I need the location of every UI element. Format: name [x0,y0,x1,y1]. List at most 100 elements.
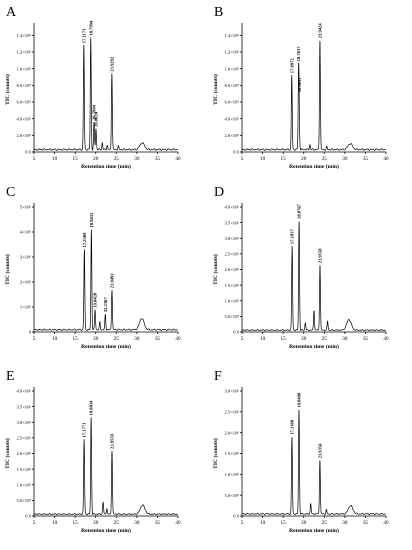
y-tick-label: 4.0×10⁶ [224,205,239,210]
y-tick-label: 3.0×10⁶ [224,389,239,394]
y-tick-label: 0.0 [25,514,31,519]
y-tick-label: 6.0×10⁵ [16,100,31,105]
chromatogram-trace [33,37,179,151]
y-tick-label: 1.0×10⁶ [224,472,239,477]
peak-label: 18.8498 [297,392,302,408]
chromatogram-trace [241,40,387,151]
peak-label: 17.0972 [289,58,294,74]
y-tick-label: 2.5×10⁶ [16,436,31,441]
y-tick-label: 3.0×10⁶ [16,420,31,425]
x-tick-label: 20 [301,520,307,526]
x-axis-title: Retention time (min) [81,527,131,534]
y-tick-label: 5.0×10⁵ [224,314,239,319]
x-tick-label: 40 [175,520,181,526]
x-tick-label: 10 [260,336,266,342]
y-tick-label: 1.4×10⁶ [224,33,239,38]
x-tick-label: 30 [342,156,348,162]
x-tick-label: 5 [241,156,244,162]
x-tick-label: 20 [93,520,99,526]
chromatogram-trace [33,417,179,516]
x-tick-label: 40 [383,520,389,526]
x-tick-label: 5 [241,336,244,342]
x-tick-label: 30 [134,520,140,526]
panel-letter: C [6,185,15,200]
x-tick-label: 20 [93,336,99,342]
peak-label: 19.5904 [92,104,97,120]
x-tick-label: 5 [33,156,36,162]
peak-label: 18.7994 [88,20,93,36]
x-tick-label: 25 [114,336,120,342]
x-tick-label: 40 [175,156,181,162]
y-tick-label: 3.5×10⁶ [16,404,31,409]
y-tick-label: 2.0×10⁶ [16,451,31,456]
chromatogram-trace [33,229,179,331]
peak-label: 18.9432 [89,212,94,228]
peak-label: 22.3367 [103,297,108,313]
panel-letter: E [6,369,15,384]
x-tick-label: 10 [52,336,58,342]
x-tick-label: 35 [363,336,369,342]
panel-letter: F [214,369,222,384]
y-tick-label: 0.0 [233,150,239,155]
x-tick-label: 5 [241,520,244,526]
x-tick-label: 20 [301,156,307,162]
y-tick-label: 5.0×10⁵ [16,498,31,503]
y-tick-label: 5.0×10⁵ [224,493,239,498]
x-tick-label: 10 [260,520,266,526]
y-tick-label: 1.0×10⁶ [16,66,31,71]
peak-label: 23.9356 [318,443,323,459]
x-tick-label: 30 [134,156,140,162]
peak-label: 23.9558 [318,248,323,264]
x-tick-label: 25 [114,520,120,526]
x-tick-label: 5 [33,520,36,526]
y-tick-label: 0.0 [233,514,239,519]
x-tick-label: 25 [114,156,120,162]
x-tick-label: 30 [134,336,140,342]
x-tick-label: 35 [155,156,161,162]
x-tick-label: 5 [33,336,36,342]
peak-label: 18.8767 [297,203,302,219]
y-tick-label: 1.4×10⁶ [16,33,31,38]
y-tick-label: 3.5×10⁶ [224,220,239,225]
y-tick-label: 8.0×10⁵ [224,83,239,88]
y-tick-label: 4.0×10⁵ [224,116,239,121]
peak-label: 18.9031 [297,77,302,93]
y-tick-label: 3×10⁶ [20,255,31,260]
peak-label: 17.1837 [290,228,295,244]
y-tick-label: 4.0×10⁶ [16,389,31,394]
y-tick-label: 3.0×10⁶ [224,236,239,241]
y-tick-label: 1×10⁶ [20,305,31,310]
x-tick-label: 15 [73,156,79,162]
x-tick-label: 30 [342,336,348,342]
y-tick-label: 4.0×10⁵ [16,116,31,121]
y-tick-label: 4×10⁶ [20,230,31,235]
y-tick-label: 1.2×10⁶ [224,50,239,55]
y-tick-label: 0 [29,330,32,335]
x-tick-label: 10 [260,156,266,162]
peak-label: 20.0624 [94,111,99,127]
chromatogram-trace [241,409,387,515]
x-tick-label: 15 [281,336,287,342]
panel-letter: B [214,5,223,20]
y-tick-label: 2.0×10⁵ [16,133,31,138]
y-axis-title: TIC (counts) [212,74,219,105]
y-tick-label: 2.0×10⁶ [224,267,239,272]
x-tick-label: 15 [73,336,79,342]
y-tick-label: 2.0×10⁵ [224,133,239,138]
y-tick-label: 1.0×10⁶ [224,298,239,303]
peak-label: 19.8428 [93,292,98,308]
y-tick-label: 0.0 [233,330,239,335]
y-tick-label: 6.0×10⁵ [224,100,239,105]
x-tick-label: 20 [93,156,99,162]
x-axis-title: Retention time (min) [81,163,131,170]
x-tick-label: 25 [322,336,328,342]
y-tick-label: 2.5×10⁶ [224,410,239,415]
panel-letter: A [6,5,17,20]
x-tick-label: 20 [301,336,307,342]
x-tick-label: 10 [52,156,58,162]
x-tick-label: 30 [342,520,348,526]
x-tick-label: 15 [73,520,79,526]
chromatogram-trace [241,221,387,332]
x-tick-label: 40 [175,336,181,342]
